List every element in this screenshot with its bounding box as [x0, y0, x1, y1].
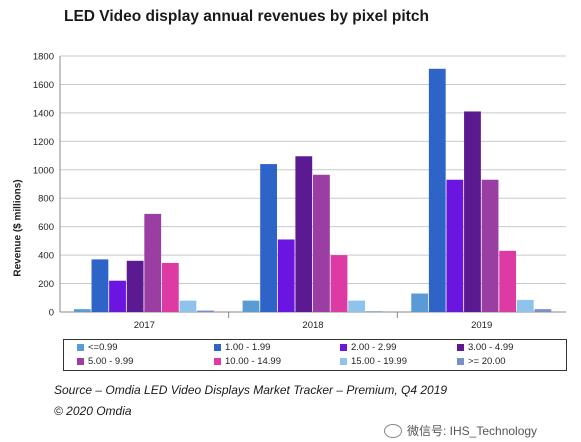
bar — [446, 179, 464, 312]
legend-swatch — [77, 358, 84, 365]
source-note: Source – Omdia LED Video Displays Market… — [54, 383, 448, 397]
legend-item: 5.00 - 9.99 — [77, 356, 133, 367]
legend-item: 15.00 - 19.99 — [340, 356, 407, 367]
legend-item: 2.00 - 2.99 — [340, 342, 396, 353]
legend-item: >= 20.00 — [457, 356, 506, 367]
bar — [73, 309, 91, 312]
bar — [464, 111, 481, 312]
bar — [260, 164, 277, 312]
legend-swatch — [340, 344, 347, 351]
watermark: 微信号: IHS_Technology — [384, 422, 537, 439]
bar — [295, 156, 313, 312]
y-tick-label: 1600 — [33, 80, 54, 91]
legend-label: 1.00 - 1.99 — [225, 342, 271, 353]
bar — [330, 255, 348, 312]
legend-label: >= 20.00 — [468, 356, 506, 367]
bar — [179, 300, 197, 312]
chart-legend: <=0.99 1.00 - 1.99 2.00 - 2.99 3.00 - 4.99 5… — [63, 339, 567, 371]
x-tick-label: 2019 — [471, 320, 492, 331]
x-tick-label: 2018 — [302, 320, 323, 331]
bar — [144, 213, 162, 312]
y-tick-label: 1800 — [33, 52, 54, 63]
chart-plot: 0 200 400 600 800 1000 1200 1400 1600 1800 2017 201… — [33, 52, 566, 331]
bar — [161, 262, 179, 312]
legend-item: 10.00 - 14.99 — [214, 356, 281, 367]
legend-label: 3.00 - 4.99 — [468, 342, 514, 353]
legend-item: 1.00 - 1.99 — [214, 342, 270, 353]
y-tick-label: 400 — [38, 251, 54, 262]
bar — [428, 68, 446, 312]
legend-swatch — [214, 344, 221, 351]
x-tick-label: 2017 — [134, 320, 155, 331]
watermark-text: 微信号: IHS_Technology — [407, 424, 538, 438]
wechat-icon — [384, 423, 402, 438]
bar — [365, 311, 383, 312]
bar — [313, 174, 330, 312]
y-tick-label: 200 — [38, 279, 54, 290]
legend-label: <=0.99 — [88, 342, 118, 353]
legend-swatch — [214, 358, 221, 365]
legend-swatch — [77, 344, 84, 351]
legend-swatch — [340, 358, 347, 365]
legend-label: 10.00 - 14.99 — [225, 356, 281, 367]
legend-label: 2.00 - 2.99 — [351, 342, 397, 353]
chart-title: LED Video display annual revenues by pix… — [64, 8, 429, 25]
legend-item: <=0.99 — [77, 342, 118, 353]
legend-swatch — [457, 358, 464, 365]
bar — [126, 260, 144, 312]
legend-swatch — [457, 344, 464, 351]
bar — [109, 280, 126, 312]
y-tick-label: 600 — [38, 222, 54, 233]
bar — [242, 300, 260, 312]
bar — [411, 293, 429, 312]
legend-label: 5.00 - 9.99 — [88, 356, 134, 367]
bar — [277, 239, 295, 312]
bar — [91, 259, 109, 312]
y-tick-label: 1200 — [33, 137, 54, 148]
bar — [348, 300, 365, 312]
y-tick-label: 0 — [49, 308, 54, 319]
y-tick-label: 1400 — [33, 108, 54, 119]
y-tick-label: 1000 — [33, 165, 54, 176]
y-tick-label: 800 — [38, 194, 54, 205]
bar — [516, 299, 534, 312]
bar — [197, 310, 214, 312]
bar — [534, 309, 552, 312]
legend-label: 15.00 - 19.99 — [351, 356, 407, 367]
bar — [481, 179, 499, 312]
bar — [499, 250, 517, 312]
legend-item: 3.00 - 4.99 — [457, 342, 513, 353]
copyright-note: © 2020 Omdia — [54, 404, 132, 418]
